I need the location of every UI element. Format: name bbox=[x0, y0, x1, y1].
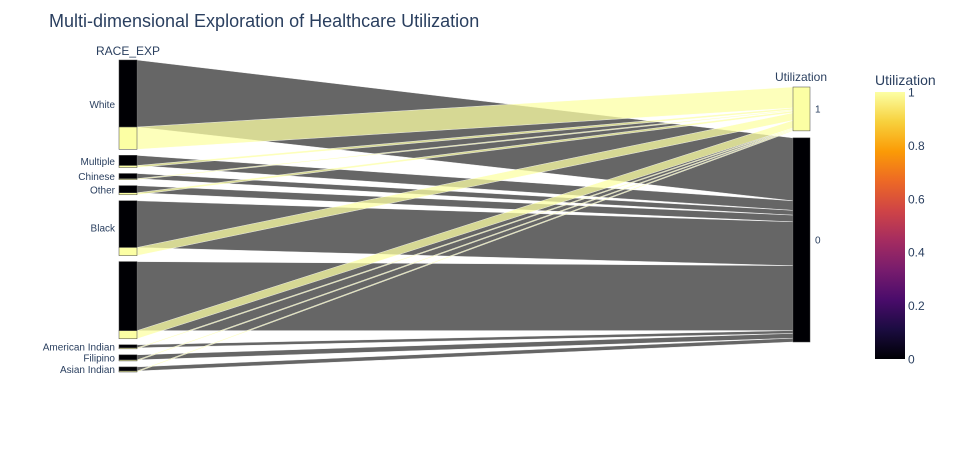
colorbar-tick-label-0-2: 0.2 bbox=[908, 299, 925, 313]
bar-category-5-segment-1 bbox=[118, 330, 138, 340]
bar-american-indian-segment-0 bbox=[118, 344, 138, 349]
category-label-filipino: Filipino bbox=[83, 353, 115, 364]
colorbar-tick-label-0-4: 0.4 bbox=[908, 246, 925, 260]
bar-black-segment-0 bbox=[118, 200, 138, 248]
bar-chinese-segment-1 bbox=[118, 178, 138, 180]
bar-filipino-segment-0 bbox=[118, 354, 138, 361]
colorbar-title: Utilization bbox=[875, 72, 936, 88]
category-label-multiple: Multiple bbox=[81, 157, 116, 168]
dimension-label-race-exp: RACE_EXP bbox=[96, 44, 160, 58]
category-label-0: 0 bbox=[815, 235, 821, 246]
bar-american-indian-segment-1 bbox=[118, 347, 138, 350]
bar-other-segment-0 bbox=[118, 185, 138, 193]
bar-category-5-segment-0 bbox=[118, 261, 138, 331]
colorbar-tick-label-0-8: 0.8 bbox=[908, 139, 925, 153]
bar-filipino-segment-1 bbox=[118, 359, 138, 362]
ribbon-category-5-to-0 bbox=[136, 261, 794, 331]
bar-white-segment-0 bbox=[118, 59, 138, 128]
category-label-chinese: Chinese bbox=[78, 172, 115, 183]
category-bars-layer bbox=[118, 59, 811, 373]
bar-chinese-segment-0 bbox=[118, 173, 138, 179]
bar-asian-indian-segment-0 bbox=[118, 366, 138, 372]
bar-multiple-segment-0 bbox=[118, 155, 138, 166]
ribbons-layer bbox=[136, 59, 794, 373]
category-label-1: 1 bbox=[815, 104, 821, 115]
category-label-american-indian: American Indian bbox=[43, 342, 115, 353]
category-label-black: Black bbox=[91, 224, 116, 235]
category-label-other: Other bbox=[90, 186, 116, 197]
bar-utilization-0 bbox=[792, 137, 811, 343]
colorbar-tick-label-0: 0 bbox=[908, 353, 915, 367]
bar-black-segment-1 bbox=[118, 247, 138, 256]
dimension-label-utilization: Utilization bbox=[775, 70, 827, 84]
colorbar-tick-label-1: 1 bbox=[908, 86, 915, 100]
bar-utilization-1 bbox=[792, 86, 811, 132]
chart-title: Multi-dimensional Exploration of Healthc… bbox=[49, 11, 480, 31]
bar-other-segment-1 bbox=[118, 192, 138, 196]
colorbar: Utilization 0 0.2 0.4 0.6 0.8 1 bbox=[875, 72, 936, 367]
category-label-white: White bbox=[89, 100, 115, 111]
labels-layer: White Multiple Chinese Other Black American I… bbox=[43, 44, 827, 376]
bar-white-segment-1 bbox=[118, 126, 138, 150]
colorbar-gradient bbox=[875, 92, 905, 359]
colorbar-tick-label-0-6: 0.6 bbox=[908, 192, 925, 206]
bar-asian-indian-segment-1 bbox=[118, 370, 138, 373]
bar-multiple-segment-1 bbox=[118, 165, 138, 168]
category-label-asian-indian: Asian Indian bbox=[60, 365, 115, 376]
